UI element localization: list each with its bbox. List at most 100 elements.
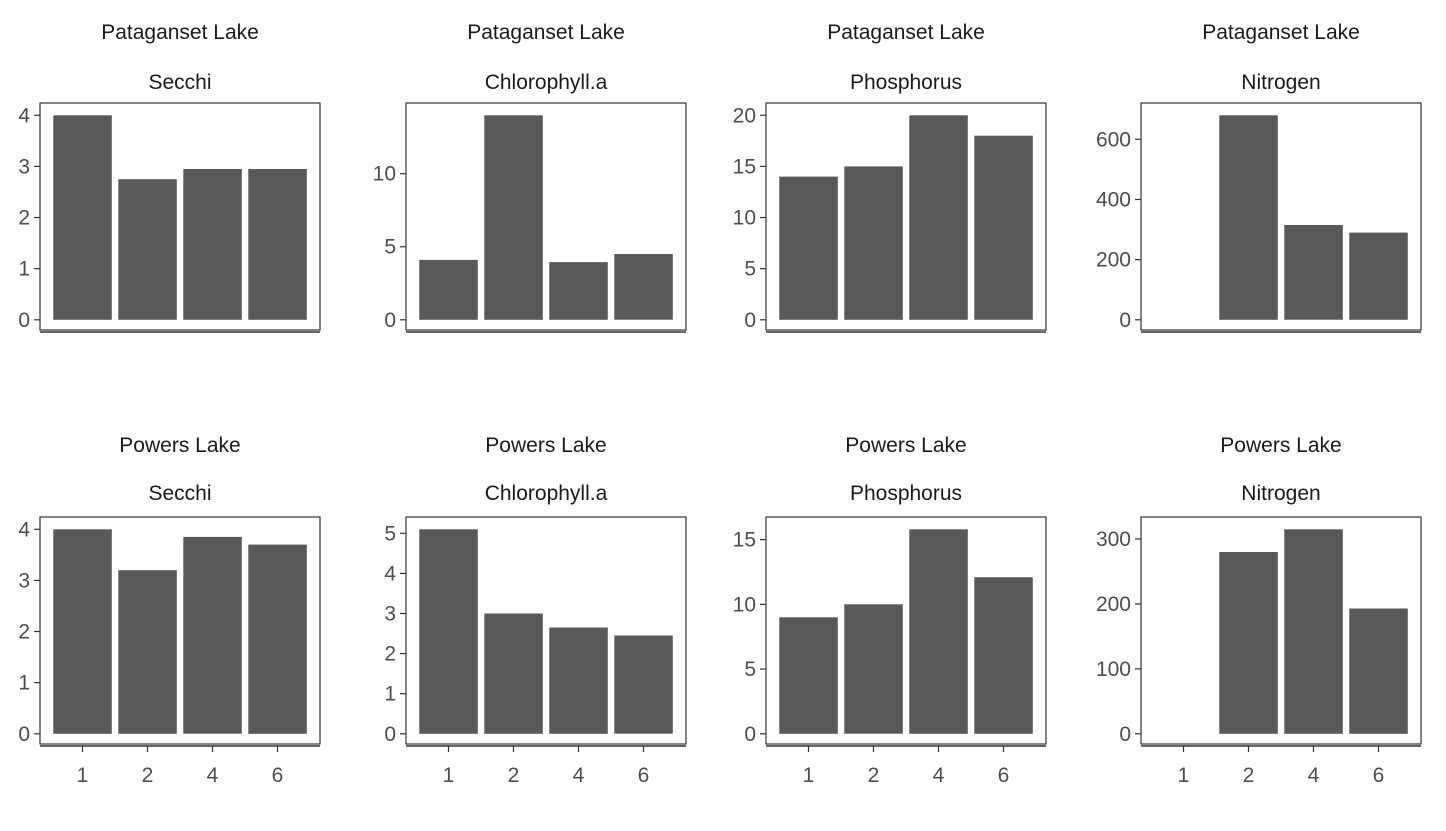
y-tick-label: 300 <box>1096 528 1131 551</box>
bar-6 <box>974 577 1033 734</box>
y-tick-label: 1 <box>18 672 30 695</box>
chart-panel-2: Pataganset Lake Chlorophyll.a 0 5 10 <box>373 21 687 333</box>
bar-6 <box>974 135 1033 320</box>
bar-2 <box>1219 552 1278 734</box>
bar-6 <box>248 169 307 320</box>
bar-4 <box>1284 529 1343 734</box>
panel-subtitle: Phosphorus <box>850 482 962 505</box>
bar-1 <box>779 617 838 734</box>
y-tick-label: 1 <box>384 683 396 706</box>
y-tick-label: 1 <box>18 258 30 281</box>
y-tick-label: 10 <box>733 593 756 616</box>
y-tick-label: 4 <box>18 518 30 541</box>
panel-subtitle: Chlorophyll.a <box>485 71 608 94</box>
bar-1 <box>53 115 112 320</box>
bar-4 <box>909 115 968 320</box>
y-tick-label: 2 <box>18 621 30 644</box>
chart-panel-6: Powers Lake Chlorophyll.a 0 1 2 3 4 5 1 2 4 6 <box>384 434 687 787</box>
x-tick-label: 4 <box>207 764 219 787</box>
y-tick-label: 0 <box>384 723 396 746</box>
panel-border <box>1140 516 1422 745</box>
panel-border <box>405 102 687 331</box>
y-tick-label: 0 <box>18 309 30 332</box>
panel-title: Powers Lake <box>119 434 240 457</box>
bar-1 <box>779 176 838 320</box>
panel-subtitle: Secchi <box>148 482 211 505</box>
chart-panel-4: Pataganset Lake Nitrogen 0 200 400 600 <box>1096 21 1422 333</box>
bar-2 <box>1219 115 1278 320</box>
x-tick-label: 6 <box>638 764 650 787</box>
x-tick-label: 1 <box>1178 764 1190 787</box>
y-tick-label: 400 <box>1096 188 1131 211</box>
bar-4 <box>909 529 968 734</box>
y-tick-label: 0 <box>384 309 396 332</box>
panel-border <box>39 102 321 331</box>
bar-2 <box>118 570 177 734</box>
y-tick-label: 0 <box>18 723 30 746</box>
bar-2 <box>484 613 543 734</box>
y-tick-label: 3 <box>18 155 30 178</box>
panel-subtitle: Secchi <box>148 71 211 94</box>
panel-border <box>765 102 1047 331</box>
panel-subtitle: Chlorophyll.a <box>485 482 608 505</box>
y-tick-label: 2 <box>384 643 396 666</box>
y-tick-label: 15 <box>733 155 756 178</box>
x-tick-label: 4 <box>1308 764 1320 787</box>
panel-title: Powers Lake <box>845 434 966 457</box>
y-tick-label: 100 <box>1096 658 1131 681</box>
x-tick-label: 2 <box>508 764 520 787</box>
bar-2 <box>844 604 903 734</box>
x-tick-label: 2 <box>868 764 880 787</box>
x-tick-label: 6 <box>272 764 284 787</box>
panel-border <box>1140 102 1422 331</box>
bar-6 <box>248 544 307 734</box>
panel-title: Powers Lake <box>1220 434 1341 457</box>
chart-panel-8: Powers Lake Nitrogen 0 100 200 300 1 2 4 6 <box>1096 434 1422 787</box>
x-tick-label: 1 <box>77 764 89 787</box>
x-tick-label: 4 <box>573 764 585 787</box>
bar-2 <box>484 115 543 320</box>
y-tick-label: 0 <box>1119 723 1131 746</box>
panel-subtitle: Phosphorus <box>850 71 962 94</box>
y-tick-label: 200 <box>1096 593 1131 616</box>
panel-title: Pataganset Lake <box>467 21 625 44</box>
panel-subtitle: Nitrogen <box>1241 71 1320 94</box>
y-tick-label: 15 <box>733 529 756 552</box>
y-tick-label: 4 <box>18 104 30 127</box>
panel-border <box>765 516 1047 745</box>
bar-4 <box>183 169 242 320</box>
bar-4 <box>183 536 242 734</box>
bar-1 <box>419 529 478 734</box>
bar-4 <box>549 262 608 320</box>
bar-6 <box>1349 232 1408 320</box>
x-tick-label: 1 <box>803 764 815 787</box>
panel-title: Pataganset Lake <box>101 21 259 44</box>
y-tick-label: 0 <box>1119 309 1131 332</box>
x-tick-label: 4 <box>933 764 945 787</box>
panel-border <box>39 516 321 745</box>
panel-title: Pataganset Lake <box>1202 21 1360 44</box>
y-tick-label: 3 <box>384 602 396 625</box>
chart-panel-1: Pataganset Lake Secchi 0 1 2 3 4 <box>18 21 321 333</box>
x-tick-label: 6 <box>998 764 1010 787</box>
chart-panel-5: Powers Lake Secchi 0 1 2 3 4 1 2 4 6 <box>18 434 321 787</box>
panel-subtitle: Nitrogen <box>1241 482 1320 505</box>
x-tick-label: 2 <box>1243 764 1255 787</box>
bar-2 <box>844 166 903 320</box>
x-tick-label: 2 <box>142 764 154 787</box>
bar-4 <box>1284 225 1343 320</box>
bar-2 <box>118 179 177 320</box>
y-tick-label: 5 <box>744 658 756 681</box>
y-tick-label: 5 <box>744 258 756 281</box>
bar-6 <box>614 635 673 734</box>
x-tick-label: 1 <box>443 764 455 787</box>
panel-title: Powers Lake <box>485 434 606 457</box>
bar-1 <box>419 259 478 320</box>
y-tick-label: 20 <box>733 104 756 127</box>
y-tick-label: 600 <box>1096 128 1131 151</box>
y-tick-label: 200 <box>1096 249 1131 272</box>
panel-border <box>405 516 687 745</box>
y-tick-label: 5 <box>384 522 396 545</box>
y-tick-label: 10 <box>733 207 756 230</box>
